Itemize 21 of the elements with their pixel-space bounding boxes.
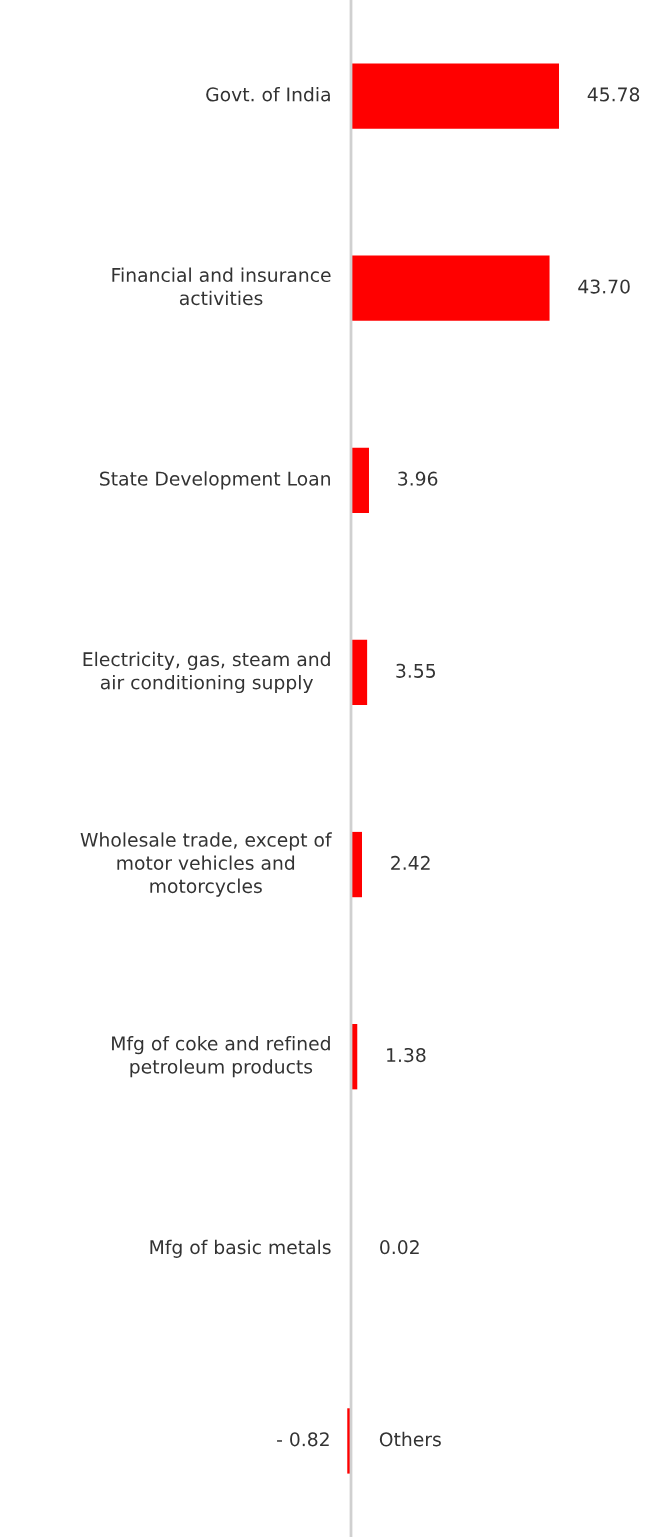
y-tick-label: Mfg of basic metals [150, 1239, 331, 1258]
y-tick-label: State Development Loan [100, 471, 330, 490]
y-tick-label: Financial and insurance activities [112, 267, 331, 306]
data-label: 3.55 [396, 663, 436, 678]
data-label: 0.02 [380, 1240, 419, 1255]
data-label: 43.70 [578, 279, 630, 294]
bar [351, 639, 368, 706]
y-tick-label: Electricity, gas, steam and air conditioning supply [83, 651, 330, 694]
y-tick-label: Govt. of India [206, 86, 330, 102]
data-label: 1.38 [387, 1047, 426, 1063]
y-tick-label: Others [379, 1431, 441, 1447]
y-tick-label: Mfg of coke and refined petroleum products [112, 1036, 330, 1078]
data-label: 3.96 [398, 471, 438, 486]
bar [351, 255, 550, 321]
bar [351, 63, 559, 129]
data-label: - 0.82 [277, 1432, 329, 1447]
data-label: 45.78 [587, 87, 640, 102]
data-label: 2.42 [391, 855, 430, 870]
bar [351, 447, 369, 513]
y-tick-label: Wholesale trade, except of motor vehicles and motorcycles [80, 832, 332, 897]
bar [351, 831, 362, 898]
